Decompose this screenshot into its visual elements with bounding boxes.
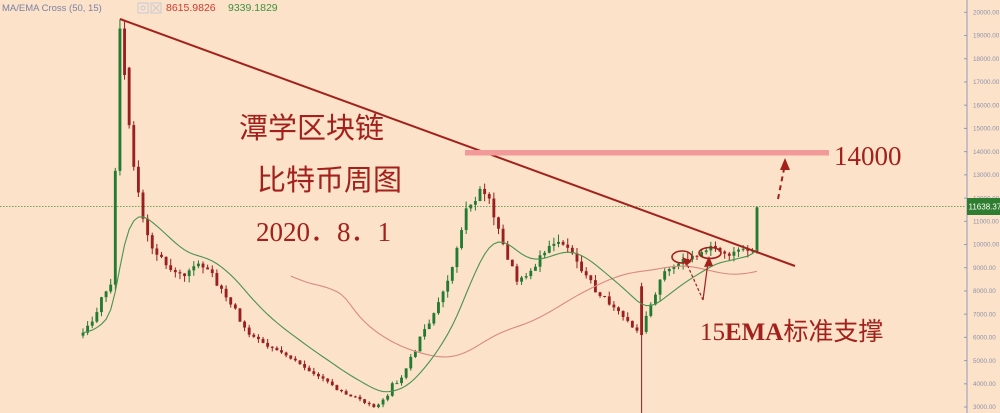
svg-text:10000.00: 10000.00 — [973, 242, 1000, 249]
svg-text:2020．8．1: 2020．8．1 — [256, 217, 391, 247]
svg-text:15000.00: 15000.00 — [973, 126, 1000, 133]
svg-text:16000.00: 16000.00 — [973, 102, 1000, 109]
svg-text:9339.1829: 9339.1829 — [228, 2, 278, 14]
svg-text:潭学区块链: 潭学区块链 — [239, 112, 384, 145]
svg-text:17000.00: 17000.00 — [973, 79, 1000, 86]
svg-text:9000.00: 9000.00 — [973, 265, 996, 272]
svg-text:3000.00: 3000.00 — [973, 404, 996, 411]
svg-text:4000.00: 4000.00 — [973, 381, 996, 388]
svg-text:比特币周图: 比特币周图 — [257, 164, 402, 197]
svg-text:8000.00: 8000.00 — [973, 288, 996, 295]
svg-text:18000.00: 18000.00 — [973, 56, 1000, 63]
svg-text:6000.00: 6000.00 — [973, 335, 996, 342]
svg-text:13000.00: 13000.00 — [973, 172, 1000, 179]
svg-text:7000.00: 7000.00 — [973, 311, 996, 318]
svg-text:14000: 14000 — [834, 141, 902, 171]
svg-text:15EMA标准支撑: 15EMA标准支撑 — [700, 318, 883, 346]
svg-text:11000.00: 11000.00 — [973, 218, 999, 225]
svg-text:5000.00: 5000.00 — [973, 358, 996, 365]
svg-text:14000.00: 14000.00 — [973, 149, 1000, 156]
svg-text:8615.9826: 8615.9826 — [166, 2, 216, 14]
svg-text:MA/EMA Cross (50, 15): MA/EMA Cross (50, 15) — [2, 3, 102, 14]
svg-text:11638.37: 11638.37 — [969, 203, 1000, 212]
svg-text:20000.00: 20000.00 — [973, 10, 1000, 17]
svg-text:19000.00: 19000.00 — [973, 33, 1000, 40]
